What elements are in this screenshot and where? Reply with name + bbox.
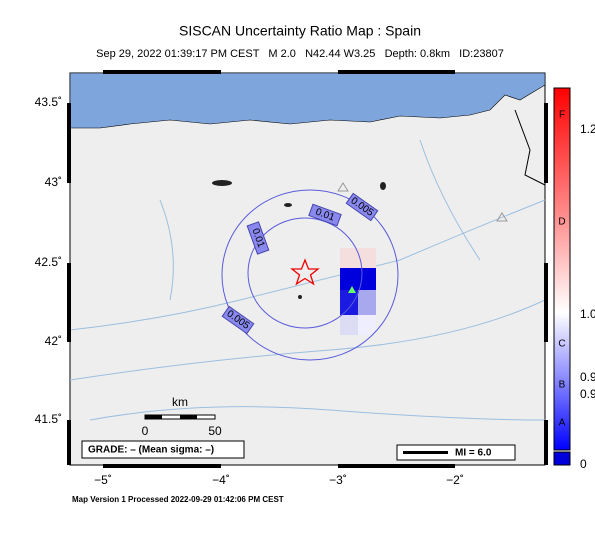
colorbar: F D C B A 1.2 1.0 0.9 0.9 0 [553, 87, 595, 471]
contour-label: 0.01 [308, 203, 342, 227]
station [496, 212, 508, 222]
lat-label: 42.5˚ [35, 255, 62, 269]
grade-box [81, 440, 245, 459]
mi: MI = 6.0 [455, 448, 492, 459]
contour-label-box [345, 192, 379, 222]
scale-bar: km 0 50 [142, 395, 222, 438]
footer: Map Version 1 Processed 2022-09-29 01:42… [72, 495, 284, 504]
contour-label-box [308, 203, 342, 227]
lat-label: 43.5˚ [35, 95, 62, 109]
colorbar-letter: D [558, 217, 565, 228]
contour-label-box [221, 305, 255, 335]
grade: GRADE: – (Mean sigma: –) [88, 445, 214, 456]
frame-segment [67, 263, 71, 342]
scale-end: 50 [208, 424, 222, 438]
frame-segment [544, 103, 548, 183]
colorbar-label: 0 [580, 457, 587, 471]
axes: 43.5˚ 43˚ 42.5˚ 42˚ 41.5˚ −5˚ −4˚ −3˚ −2˚ [35, 95, 464, 487]
frame-segment [544, 420, 548, 465]
map-area [69, 72, 546, 466]
epicenter [290, 258, 320, 286]
frame-segment [338, 464, 455, 468]
rivers [69, 139, 546, 421]
border [514, 109, 546, 186]
colorbar-label: 1.2 [580, 122, 595, 136]
station [348, 286, 356, 293]
frame-segment [103, 70, 221, 74]
colorbar-label: 0.9 [580, 370, 595, 384]
lon-label: −3˚ [329, 473, 347, 487]
contour-label-box [246, 221, 270, 255]
frame-segment [67, 420, 71, 465]
frame-segment [103, 464, 221, 468]
subtitle: Sep 29, 2022 01:39:17 PM CEST M 2.0 N42.… [96, 48, 504, 60]
colorbar-letter: F [559, 110, 565, 121]
frame-segment [67, 103, 71, 183]
colorbar-letter: B [559, 380, 566, 391]
mi-box [396, 444, 516, 461]
sea [69, 72, 546, 129]
lon-label: −4˚ [212, 473, 230, 487]
lat-label: 41.5˚ [35, 412, 62, 426]
colorbar-label: 0.9 [580, 387, 595, 401]
frame-segment [338, 70, 455, 74]
lon-label: −5˚ [94, 473, 112, 487]
contour [221, 189, 399, 361]
lat-label: 42˚ [45, 334, 62, 348]
station [337, 182, 349, 192]
frame [67, 70, 548, 468]
colorbar-gradient [553, 87, 571, 451]
colorbar-letter: A [559, 418, 566, 429]
scale-start: 0 [142, 424, 149, 438]
scale-unit: km [172, 395, 188, 409]
frame-segment [544, 263, 548, 342]
lat-label: 43˚ [45, 175, 62, 189]
colorbar-label: 1.0 [580, 307, 595, 321]
lakes [212, 180, 386, 299]
colorbar-floor [553, 451, 571, 466]
colorbar-letter: C [558, 339, 565, 350]
grid-cells [340, 248, 376, 335]
title: SISCAN Uncertainty Ratio Map : Spain [179, 23, 421, 39]
contour [247, 217, 363, 329]
lon-label: −2˚ [446, 473, 464, 487]
contour-label: 0.01 [246, 221, 270, 255]
